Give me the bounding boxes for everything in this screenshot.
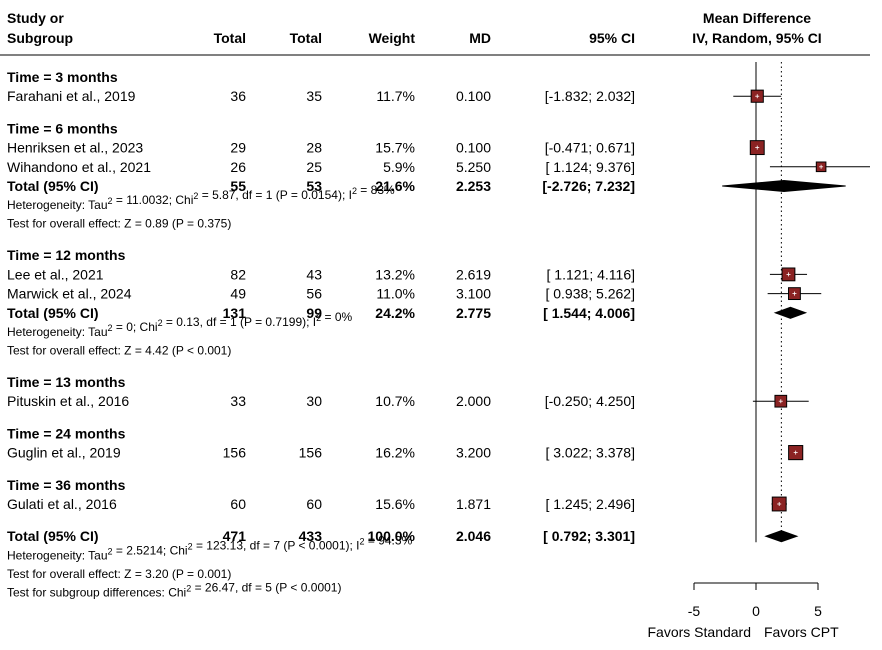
x-tick-label: 0 <box>752 603 760 619</box>
study-weight: 11.7% <box>376 88 415 104</box>
subgroup-label: Time = 6 months <box>7 120 118 136</box>
study-total-exp: 33 <box>230 393 246 409</box>
x-tick-label: 5 <box>814 603 822 619</box>
total-ci: [ 0.792; 3.301] <box>543 528 635 544</box>
study-md: 1.871 <box>456 496 491 512</box>
total-total-exp: 471 <box>223 528 247 544</box>
note-text: Heterogeneity: Tau2 = 2.5214; Chi2 = 123… <box>7 533 413 562</box>
note-text: Test for subgroup differences: Chi2 = 26… <box>7 580 341 599</box>
study-weight: 5.9% <box>383 159 415 175</box>
total-md: 2.253 <box>456 178 491 194</box>
total-label: Total (95% CI) <box>7 178 99 194</box>
study-ci: [-0.471; 0.671] <box>545 140 635 156</box>
study-label: Guglin et al., 2019 <box>7 445 121 461</box>
x-tick-label: -5 <box>688 603 701 619</box>
subgroup-label: Time = 13 months <box>7 374 126 390</box>
study-weight: 10.7% <box>375 393 415 409</box>
study-weight: 11.0% <box>376 286 415 302</box>
header-md: MD <box>469 30 491 46</box>
study-md: 3.100 <box>456 286 491 302</box>
pooled-diamond <box>722 179 846 193</box>
study-label: Marwick et al., 2024 <box>7 286 132 302</box>
study-ci: [ 3.022; 3.378] <box>545 445 635 461</box>
study-total-exp: 36 <box>230 88 246 104</box>
study-total-ctrl: 56 <box>306 286 322 302</box>
study-total-ctrl: 35 <box>306 88 322 104</box>
study-total-exp: 82 <box>230 266 246 282</box>
study-weight: 13.2% <box>375 266 415 282</box>
total-weight: 21.6% <box>375 178 415 194</box>
study-weight: 15.7% <box>375 140 415 156</box>
study-total-ctrl: 156 <box>299 445 323 461</box>
total-weight: 24.2% <box>375 305 415 321</box>
total-total-exp: 55 <box>230 178 246 194</box>
study-total-exp: 49 <box>230 286 246 302</box>
note-text: Heterogeneity: Tau2 = 11.0032; Chi2 = 5.… <box>7 183 395 212</box>
study-label: Farahani et al., 2019 <box>7 88 136 104</box>
study-md: 2.000 <box>456 393 491 409</box>
total-total-ctrl: 99 <box>306 305 322 321</box>
note-text: Test for overall effect: Z = 3.20 (P = 0… <box>7 567 231 581</box>
favors-right-label: Favors CPT <box>764 624 839 640</box>
study-md: 5.250 <box>456 159 491 175</box>
study-ci: [ 1.124; 9.376] <box>545 159 635 175</box>
study-md: 0.100 <box>456 88 491 104</box>
study-total-ctrl: 28 <box>306 140 322 156</box>
total-md: 2.046 <box>456 528 491 544</box>
total-total-ctrl: 53 <box>306 178 322 194</box>
study-ci: [ 1.121; 4.116] <box>547 266 635 282</box>
pooled-diamond <box>773 306 808 319</box>
header-plot-line2: IV, Random, 95% CI <box>692 30 821 46</box>
study-label: Henriksen et al., 2023 <box>7 140 143 156</box>
note-text: Test for overall effect: Z = 4.42 (P < 0… <box>7 344 231 358</box>
study-weight: 15.6% <box>375 496 415 512</box>
study-total-exp: 29 <box>230 140 246 156</box>
study-total-ctrl: 25 <box>306 159 322 175</box>
study-label: Wihandono et al., 2021 <box>7 159 151 175</box>
note-text: Heterogeneity: Tau2 = 0; Chi2 = 0.13, df… <box>7 310 353 339</box>
study-label: Pituskin et al., 2016 <box>7 393 129 409</box>
note-text: Test for overall effect: Z = 0.89 (P = 0… <box>7 217 231 231</box>
subgroup-label: Time = 36 months <box>7 477 126 493</box>
header-total-ctrl: Total <box>290 30 322 46</box>
study-total-ctrl: 30 <box>306 393 322 409</box>
study-ci: [ 0.938; 5.262] <box>545 286 635 302</box>
total-weight: 100.0% <box>368 528 416 544</box>
total-total-exp: 131 <box>223 305 247 321</box>
subgroup-label: Time = 3 months <box>7 69 118 85</box>
pooled-diamond <box>764 530 799 543</box>
study-total-ctrl: 43 <box>306 266 322 282</box>
study-ci: [ 1.245; 2.496] <box>545 496 635 512</box>
subgroup-label: Time = 12 months <box>7 247 126 263</box>
study-total-exp: 60 <box>230 496 246 512</box>
study-md: 3.200 <box>456 445 491 461</box>
header-subgroup: Subgroup <box>7 30 73 46</box>
study-label: Lee et al., 2021 <box>7 266 104 282</box>
header-ci: 95% CI <box>589 30 635 46</box>
study-total-exp: 26 <box>230 159 246 175</box>
study-label: Gulati et al., 2016 <box>7 496 117 512</box>
study-ci: [-1.832; 2.032] <box>545 88 635 104</box>
favors-left-label: Favors Standard <box>648 624 752 640</box>
total-total-ctrl: 433 <box>299 528 323 544</box>
study-ci: [-0.250; 4.250] <box>545 393 635 409</box>
total-md: 2.775 <box>456 305 491 321</box>
header-weight: Weight <box>369 30 416 46</box>
header-total-exp: Total <box>214 30 246 46</box>
study-md: 2.619 <box>456 266 491 282</box>
total-label: Total (95% CI) <box>7 528 99 544</box>
header-study: Study or <box>7 10 64 26</box>
study-md: 0.100 <box>456 140 491 156</box>
study-total-exp: 156 <box>223 445 247 461</box>
header-plot-line1: Mean Difference <box>703 10 811 26</box>
total-ci: [-2.726; 7.232] <box>542 178 635 194</box>
study-total-ctrl: 60 <box>306 496 322 512</box>
total-ci: [ 1.544; 4.006] <box>543 305 635 321</box>
study-weight: 16.2% <box>375 445 415 461</box>
total-label: Total (95% CI) <box>7 305 99 321</box>
subgroup-label: Time = 24 months <box>7 425 126 441</box>
